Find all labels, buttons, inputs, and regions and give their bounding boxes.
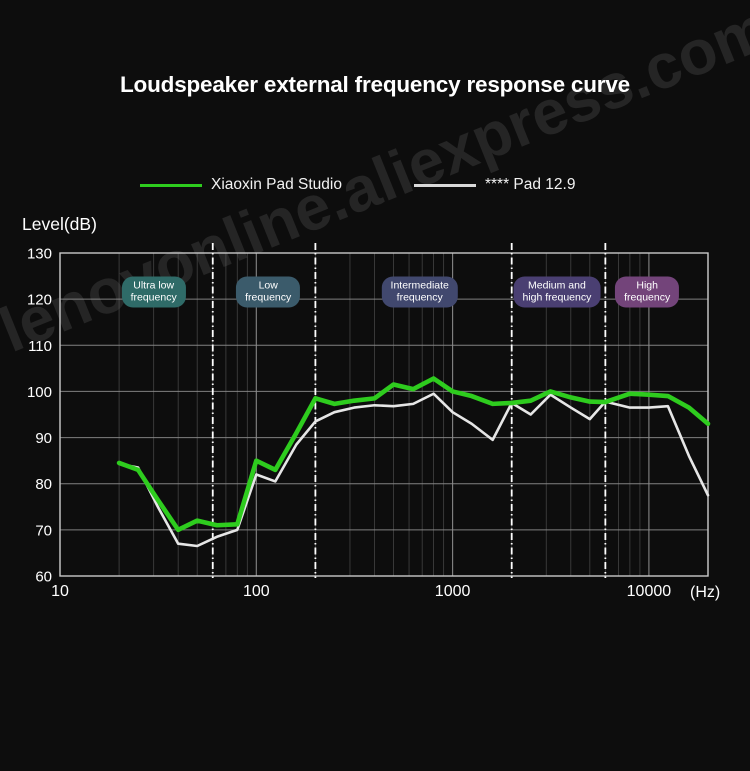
band-badge-label-line1: Low [258, 279, 278, 292]
x-axis-unit-label: (Hz) [690, 584, 721, 601]
legend-item-xiaoxin[interactable]: Xiaoxin Pad Studio [140, 176, 342, 194]
svg-text:110: 110 [28, 338, 52, 355]
data-series-lines [116, 376, 711, 548]
legend-label-competitor: **** Pad 12.9 [484, 176, 576, 193]
line-swatch-green-icon [140, 183, 202, 187]
svg-text:80: 80 [35, 476, 52, 493]
band-badge-low-frequency: Low frequency [236, 276, 301, 308]
svg-text:100: 100 [243, 583, 270, 600]
svg-text:1000: 1000 [435, 583, 471, 600]
band-badge-label-line1: Medium and [528, 279, 586, 292]
svg-text:10000: 10000 [627, 583, 672, 600]
plot-frame [59, 252, 709, 577]
band-badge-label-line2: frequency [624, 291, 671, 304]
line-swatch-white-icon [413, 183, 476, 187]
band-badge-ultra-low-frequency: Ultra low frequency [121, 276, 186, 308]
band-badge-label-line2: frequency [245, 291, 292, 304]
svg-text:70: 70 [35, 522, 52, 539]
svg-text:90: 90 [35, 430, 52, 447]
chart-legend: Xiaoxin Pad Studio **** Pad 12.9 [140, 176, 575, 194]
band-badge-intermediate-frequency: Intermediate frequency [381, 276, 458, 308]
band-badge-label-line2: frequency [130, 291, 177, 304]
svg-text:100: 100 [27, 384, 52, 401]
band-badge-label-line1: High [636, 279, 658, 292]
band-badge-high-frequency: High frequency [615, 276, 680, 308]
svg-text:10: 10 [51, 583, 69, 600]
legend-item-competitor[interactable]: **** Pad 12.9 [413, 176, 576, 194]
page-title: Loudspeaker external frequency response … [120, 72, 630, 97]
band-badge-label-line1: Intermediate [390, 279, 449, 292]
y-axis-title: Level(dB) [22, 214, 97, 234]
legend-label-xiaoxin: Xiaoxin Pad Studio [211, 176, 342, 193]
band-badge-label-line2: high frequency [522, 291, 592, 304]
band-badge-label-line2: frequency [396, 291, 443, 304]
svg-text:120: 120 [27, 292, 52, 309]
svg-text:130: 130 [27, 246, 52, 263]
svg-text:60: 60 [35, 569, 52, 586]
band-badge-medium-and-high-frequency: Medium and high frequency [513, 276, 601, 308]
band-badge-label-line1: Ultra low [133, 279, 175, 292]
